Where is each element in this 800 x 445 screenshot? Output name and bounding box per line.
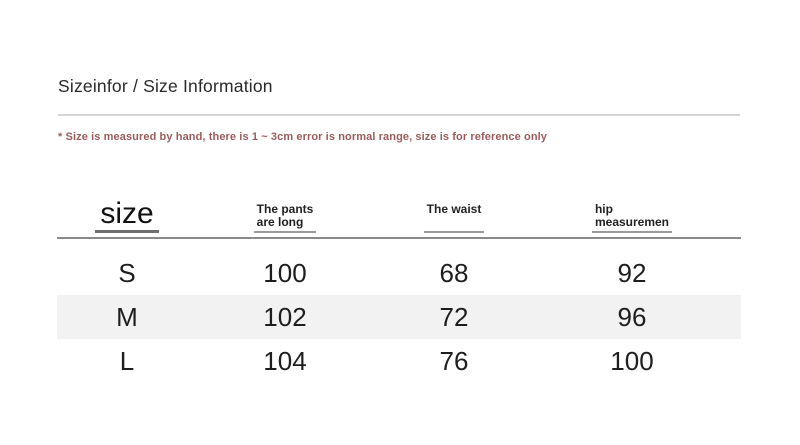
- table-row-size-m: M 102 72 96: [57, 295, 741, 339]
- cell-hip-m: 96: [617, 301, 647, 332]
- cell-waist-l: 76: [439, 345, 469, 376]
- cell-size-s: S: [118, 257, 136, 288]
- size-header-underline-box: size: [95, 197, 159, 233]
- pants-length-header-underline-box: The pants are long: [253, 202, 317, 233]
- pants-length-header-line1: The pants: [256, 202, 314, 216]
- hip-header-underline-box: hip measuremen: [591, 202, 673, 233]
- table-row-size-s: S 100 68 92: [57, 251, 741, 295]
- size-header-label: size: [100, 197, 154, 230]
- cell-waist-s: 68: [439, 257, 469, 288]
- waist-header-line2: [427, 216, 482, 229]
- table-row-size-l: L 104 76 100: [57, 339, 741, 383]
- cell-pants-length-m: 102: [263, 301, 307, 332]
- size-table-body: S 100 68 92 M 102 72 96 L 104 76 100: [57, 239, 741, 383]
- cell-pants-length-s: 100: [263, 257, 307, 288]
- cell-hip-l: 100: [610, 345, 654, 376]
- cell-hip-s: 92: [617, 257, 647, 288]
- cell-size-l: L: [119, 345, 135, 376]
- cell-size-m: M: [116, 301, 138, 332]
- pants-length-header-line2: are long: [256, 215, 304, 229]
- page-title: Sizeinfor / Size Information: [58, 76, 273, 96]
- header-cell-hip: hip measuremen: [535, 203, 729, 237]
- hip-header-line1: hip: [594, 202, 613, 216]
- size-chart-table: size The pants are long The waist hip me…: [57, 190, 741, 383]
- header-cell-size: size: [57, 198, 197, 237]
- header-cell-pants-length: The pants are long: [197, 203, 373, 237]
- hip-header-line2: measuremen: [594, 215, 670, 229]
- header-cell-waist: The waist: [373, 203, 535, 237]
- waist-header-line1: The waist: [426, 202, 482, 216]
- waist-header-underline-box: The waist: [423, 202, 485, 233]
- cell-pants-length-l: 104: [263, 345, 307, 376]
- cell-waist-m: 72: [439, 301, 469, 332]
- title-divider: [58, 114, 740, 116]
- measurement-disclaimer-note: * Size is measured by hand, there is 1 ~…: [58, 131, 548, 143]
- size-table-header-row: size The pants are long The waist hip me…: [57, 190, 741, 239]
